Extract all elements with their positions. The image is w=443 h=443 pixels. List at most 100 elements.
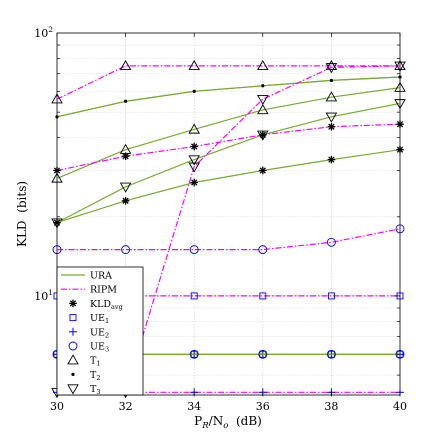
x-axis-label-tail: (dB) <box>228 414 262 428</box>
series-line <box>56 76 401 118</box>
legend-label: UE3 <box>90 342 109 354</box>
series-line <box>56 65 400 100</box>
marker-dot <box>55 115 59 119</box>
marker-circle <box>189 349 199 359</box>
legend-entry-t3: T3 <box>67 384 100 396</box>
series-line <box>56 87 401 179</box>
legend-label: URA <box>90 271 112 282</box>
series-line <box>56 123 401 172</box>
marker-triangle-up <box>119 59 132 71</box>
marker-circle <box>68 341 78 351</box>
marker-square <box>69 314 77 322</box>
series-ura-triangle-up <box>51 81 406 183</box>
legend-entry-ue1: UE1 <box>69 313 109 325</box>
marker-triangle-up <box>51 172 63 183</box>
marker-dot <box>329 78 333 83</box>
x-axis-label-mid: /N <box>209 414 224 428</box>
x-tick-label: 36 <box>256 400 270 413</box>
marker-triangle-down <box>394 61 406 72</box>
marker-star <box>327 122 336 131</box>
x-axis-label: PR/No (dB) <box>194 414 262 431</box>
x-tick-label: 30 <box>50 400 64 413</box>
legend-label: RIPM <box>90 285 117 296</box>
y-tick-label: 101 <box>34 288 53 303</box>
marker-square <box>259 292 267 300</box>
series-ura-none <box>56 76 401 118</box>
x-axis-label-sub1: R <box>201 421 209 431</box>
marker-triangle-up <box>394 59 406 71</box>
marker-star <box>259 131 267 139</box>
marker-triangle-up <box>325 59 338 71</box>
x-tick-label: 34 <box>187 400 201 413</box>
legend-label: T3 <box>90 384 100 396</box>
marker-square <box>190 292 198 300</box>
legend-label: UE1 <box>90 313 109 325</box>
legend-entry-t2: T2 <box>71 370 100 382</box>
series-ripm-triangle-up <box>51 59 406 104</box>
series-group <box>51 59 406 399</box>
marker-dot <box>124 99 128 103</box>
grid-lines <box>57 33 400 395</box>
marker-triangle-up <box>188 59 200 71</box>
marker-triangle-down <box>188 162 200 173</box>
marker-circle <box>326 349 336 359</box>
series-ripm-star <box>53 120 404 175</box>
plot-frame <box>56 32 401 396</box>
marker-star <box>259 166 267 175</box>
series-ripm-circle <box>52 224 405 255</box>
x-tick-label: 40 <box>393 400 407 413</box>
marker-dot <box>398 75 402 79</box>
x-axis-label-main: P <box>194 414 202 428</box>
axes-group: 30 32 34 36 38 40 101 102 <box>34 25 407 413</box>
marker-triangle-down <box>119 182 132 193</box>
marker-circle <box>395 349 405 359</box>
marker-star <box>69 299 77 308</box>
y-axis-label: KLD (bits) <box>15 181 29 247</box>
series-line <box>57 65 401 393</box>
marker-triangle-up <box>325 91 338 102</box>
marker-dot <box>261 84 265 88</box>
marker-circle <box>121 245 131 255</box>
marker-triangle-down <box>257 95 269 106</box>
series-line <box>57 228 401 251</box>
marker-star <box>396 120 404 128</box>
marker-star <box>121 197 130 205</box>
series-line <box>56 102 401 224</box>
marker-circle <box>395 224 405 234</box>
legend: URA RIPM KLDavg UE1 UE2 UE3 T1 T2 T3 <box>56 266 144 396</box>
marker-dot <box>192 89 196 93</box>
x-tick-label: 38 <box>324 400 338 413</box>
series-ura-star <box>53 145 404 227</box>
series-line <box>56 149 401 224</box>
marker-plus <box>69 327 77 336</box>
legend-entry-kld: KLDavg <box>69 299 123 311</box>
y-tick-label: 102 <box>34 25 53 40</box>
marker-circle <box>258 245 268 255</box>
legend-entry-ue3: UE3 <box>68 341 109 354</box>
marker-triangle-down <box>394 99 406 110</box>
marker-triangle-up <box>51 93 63 104</box>
marker-circle <box>189 245 199 255</box>
legend-entry-ura: URA <box>61 271 112 282</box>
legend-box <box>56 266 144 396</box>
legend-entry-ripm: RIPM <box>61 285 117 296</box>
marker-triangle-down <box>325 63 338 74</box>
marker-triangle-up <box>257 59 269 71</box>
marker-star <box>327 155 336 164</box>
legend-entry-ue2: UE2 <box>69 327 109 339</box>
series-line <box>56 76 401 118</box>
marker-triangle-up <box>67 354 79 365</box>
marker-star <box>53 218 61 227</box>
marker-circle <box>258 349 268 359</box>
legend-label: UE2 <box>90 327 109 339</box>
marker-dot <box>71 372 75 376</box>
marker-triangle-down <box>325 112 338 123</box>
marker-circle <box>52 245 62 255</box>
marker-star <box>190 178 198 187</box>
marker-triangle-down <box>188 155 200 166</box>
marker-circle <box>326 237 336 247</box>
legend-label: T1 <box>90 356 100 368</box>
marker-triangle-up <box>257 103 269 115</box>
legend-label: KLDavg <box>90 299 123 311</box>
